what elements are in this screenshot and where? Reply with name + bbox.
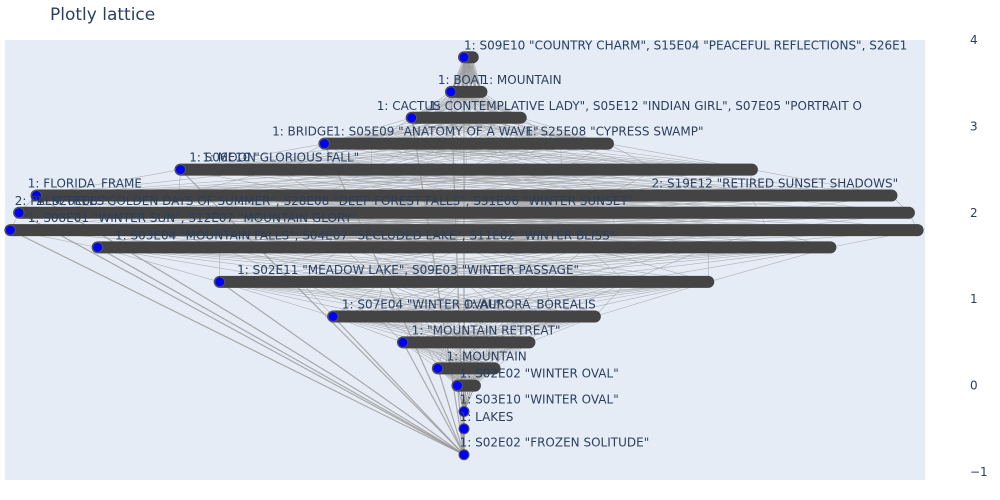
node-label: 1: MOUNTAIN <box>481 73 561 87</box>
lattice-node <box>214 276 226 288</box>
y-tick-label: 2 <box>970 206 978 220</box>
node-label: 1: BOAT <box>438 73 486 87</box>
node-label: 2: S19E12 "RETIRED SUNSET SHADOWS" <box>652 177 899 191</box>
node-label: 1: S02E02 "FROZEN SOLITUDE" <box>460 436 650 450</box>
chart-title: Plotly lattice <box>50 5 155 25</box>
y-tick-label: 4 <box>970 33 978 47</box>
lattice-node <box>458 449 470 461</box>
lattice-edge <box>456 385 465 455</box>
node-label: 1: S03E10 "WINTER OVAL" <box>460 393 619 407</box>
lattice-node <box>458 406 470 418</box>
y-tick-label: −1 <box>970 465 988 479</box>
lattice-edge <box>402 342 465 456</box>
node-label: 1: CACTUS <box>377 99 441 113</box>
node-label: 1: S06E10 "GLORIOUS FALL" <box>189 151 359 165</box>
lattice-node <box>318 138 330 150</box>
lattice-node <box>4 224 16 236</box>
node-label: 1: S07E04 "WINTER OVAL" <box>342 297 501 311</box>
lattice-edge <box>97 246 465 456</box>
lattice-edge <box>450 91 465 455</box>
lattice-node <box>397 336 409 348</box>
lattice-edge <box>10 229 465 456</box>
lattice-node <box>406 112 418 124</box>
lattice-node <box>13 207 25 219</box>
node-label: 2: PALM TREES <box>15 194 104 208</box>
node-label: 1: S05E09 "ANATOMY OF A WAVE" <box>333 125 538 139</box>
lattice-node <box>92 241 104 253</box>
node-label: 1: "MOUNTAIN RETREAT" <box>412 323 561 337</box>
lattice-edge <box>437 368 465 455</box>
node-label: 1: S26E08 "GOLDEN DAYS OF SUMMER", S28E0… <box>37 194 634 208</box>
y-axis-ticks: −1 0 1 2 3 4 <box>970 33 988 479</box>
y-tick-label: 1 <box>970 292 978 306</box>
node-label: 1: MOUNTAIN <box>447 349 527 363</box>
node-label: 1: BRIDGE <box>272 125 334 139</box>
level-bars <box>4 51 924 392</box>
lattice-node <box>31 190 43 202</box>
lattice-nodes <box>4 51 470 461</box>
node-label: 1: CONTEMPLATIVE LADY", S05E12 "INDIAN G… <box>429 99 862 113</box>
node-labels: 1: S09E10 "COUNTRY CHARM", S15E04 "PEACE… <box>15 38 908 449</box>
node-label: 1: S08E01 "WINTER SUN", S12E07 "MOUNTAIN… <box>28 211 358 225</box>
node-label: 1: FLORIDA_FRAME <box>28 177 142 191</box>
lattice-node <box>458 423 470 435</box>
lattice-node <box>458 51 470 63</box>
lattice-edge <box>18 212 465 456</box>
lattice-edge <box>219 281 465 456</box>
lattice-node <box>174 164 186 176</box>
node-label: 1: S09E10 "COUNTRY CHARM", S15E04 "PEACE… <box>464 38 907 52</box>
y-tick-label: 3 <box>970 119 978 133</box>
node-label: 1: AURORA_BOREALIS <box>464 297 596 311</box>
node-label: 1: LAKES <box>460 410 514 424</box>
lattice-node <box>432 362 444 374</box>
node-label: 1: MOON <box>202 151 256 165</box>
y-tick-label: 0 <box>970 379 978 393</box>
node-label: 1: S25E08 "CYPRESS SWAMP" <box>525 125 703 139</box>
lattice-edge <box>36 195 465 456</box>
node-label: 1: S02E02 "WINTER OVAL" <box>460 367 619 381</box>
node-label: 1: S03E04 "MOUNTAIN FALLS", S04E07 "SECL… <box>115 228 615 242</box>
lattice-node <box>451 380 463 392</box>
lattice-node <box>327 310 339 322</box>
node-label: 1: S02E11 "MEADOW LAKE", S09E03 "WINTER … <box>237 263 579 277</box>
lattice-node <box>445 86 457 98</box>
lattice-edge <box>332 316 465 456</box>
